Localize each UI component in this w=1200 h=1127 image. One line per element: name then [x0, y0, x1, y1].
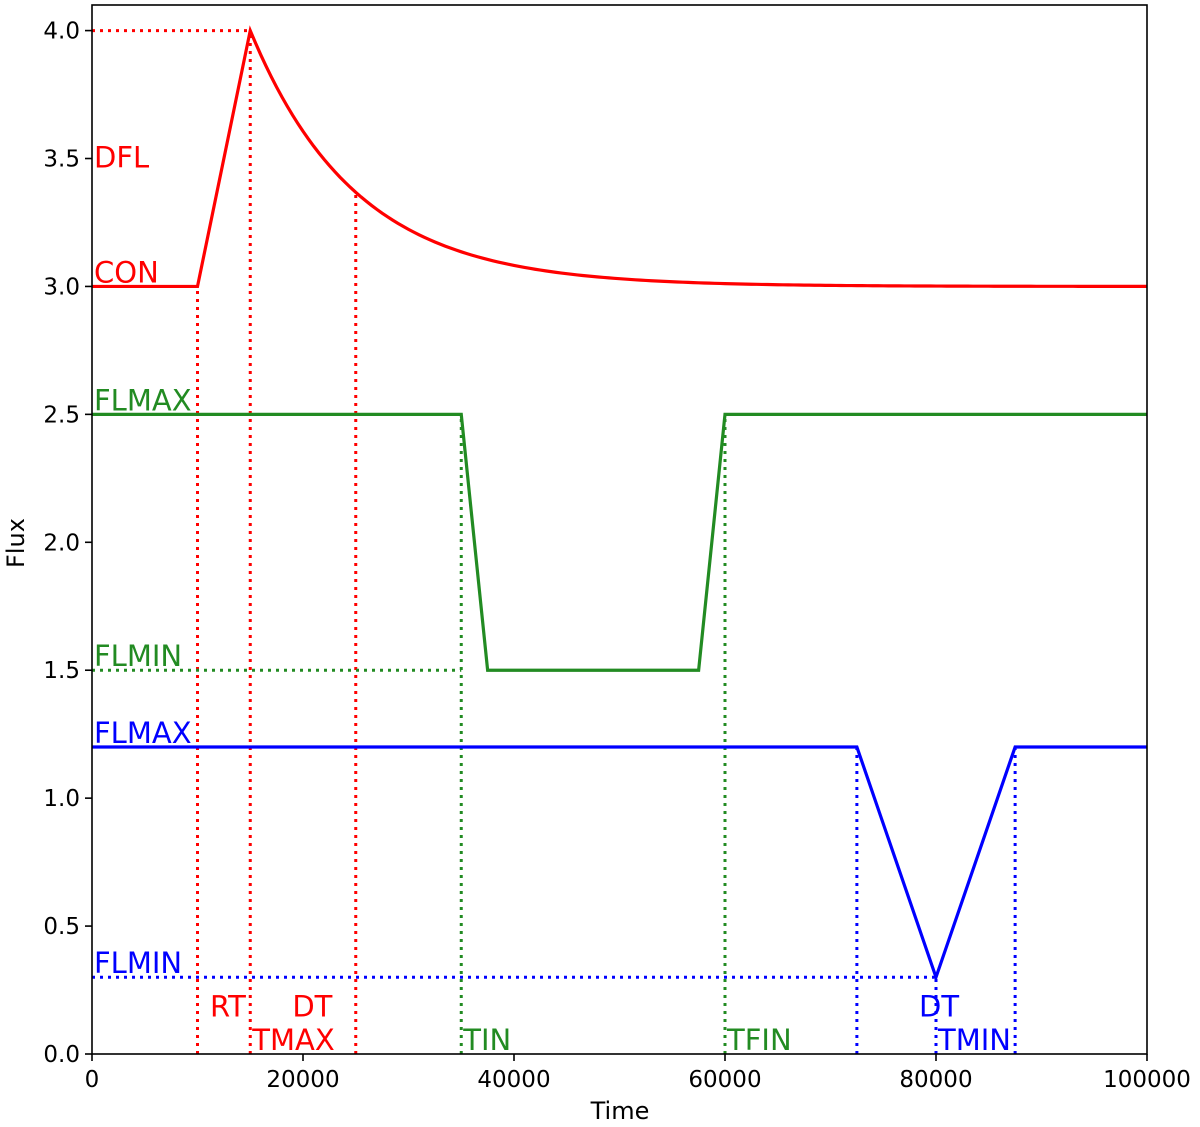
x-tick-label: 80000	[899, 1067, 972, 1093]
annotation-tmax-8: TMAX	[251, 1023, 334, 1057]
y-tick-label: 1.0	[43, 786, 80, 812]
series-line-flare	[92, 25, 1148, 289]
annotation-rt-6: RT	[210, 990, 246, 1024]
annotation-tmin-12: TMIN	[937, 1023, 1011, 1057]
y-tick-label: 3.0	[43, 274, 80, 300]
annotation-con-1: CON	[94, 255, 159, 289]
x-tick-label: 20000	[266, 1067, 339, 1093]
annotation-flmin-5: FLMIN	[94, 946, 182, 980]
annotation-dt-7: DT	[292, 990, 332, 1024]
annotation-dfl-0: DFL	[94, 140, 149, 174]
y-axis-label: Flux	[2, 518, 30, 568]
series-lines	[92, 25, 1148, 983]
annotation-dt-11: DT	[919, 990, 959, 1024]
axes: 0 20000 40000 60000 80000 100000 0.0 0.5 1.0 1.5 2…	[43, 4, 1191, 1093]
series-line-eclipse	[92, 745, 1147, 983]
annotation-flmax-2: FLMAX	[94, 383, 192, 417]
y-tick-label: 4.0	[43, 19, 80, 45]
y-tick-label: 2.5	[43, 402, 80, 428]
x-tick-label: 0	[85, 1067, 100, 1093]
y-tick-label: 0.5	[43, 914, 80, 940]
series-line-transit	[92, 412, 1147, 672]
annotation-tfin-10: TFIN	[726, 1023, 792, 1057]
y-tick-label: 2.0	[43, 530, 80, 556]
annotation-tin-9: TIN	[462, 1023, 511, 1057]
x-tick-label: 60000	[688, 1067, 761, 1093]
y-tick-label: 1.5	[43, 658, 80, 684]
y-tick-label: 0.0	[43, 1042, 80, 1068]
annotation-flmax-4: FLMAX	[94, 716, 192, 750]
guide-lines	[92, 29, 1017, 1054]
x-tick-label: 40000	[477, 1067, 550, 1093]
y-tick-label: 3.5	[43, 147, 80, 173]
x-axis-label: Time	[590, 1097, 650, 1125]
annotation-flmin-3: FLMIN	[94, 639, 182, 673]
plot-frame	[91, 4, 1148, 1055]
x-tick-label: 100000	[1103, 1067, 1191, 1093]
